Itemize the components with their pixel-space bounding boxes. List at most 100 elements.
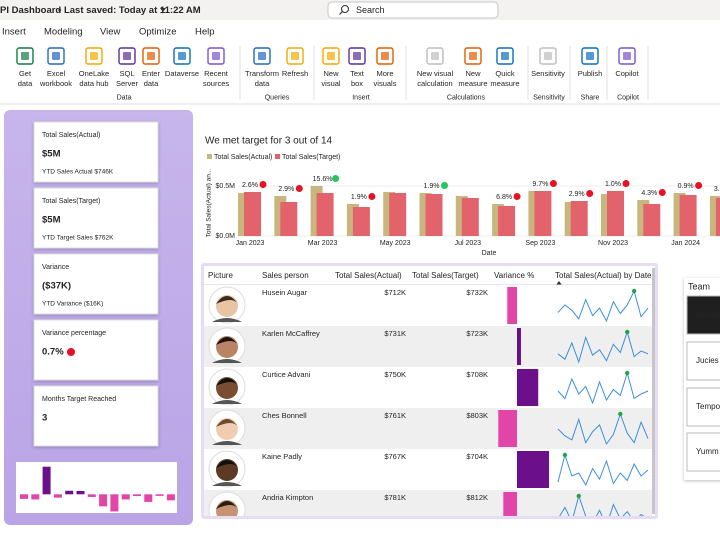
card-value: ($37K) bbox=[42, 281, 71, 292]
slicer-button[interactable] bbox=[686, 295, 720, 335]
variance-bar bbox=[517, 369, 539, 406]
data-label: 4.3% bbox=[641, 190, 657, 197]
card-value: 3 bbox=[42, 413, 47, 424]
button-icon bbox=[123, 52, 131, 60]
sparkline bbox=[557, 412, 649, 446]
card-subtitle: YTD Variance ($16K) bbox=[42, 301, 103, 308]
table-row[interactable]: Husein Augar $712K $732K bbox=[204, 285, 652, 326]
variance-bar bbox=[517, 451, 550, 488]
status-dot bbox=[549, 180, 557, 187]
ribbon-button[interactable]: Publish bbox=[578, 47, 603, 78]
strip-bar bbox=[155, 494, 164, 496]
status-dot bbox=[658, 189, 666, 196]
slicer-item[interactable]: Jucies bbox=[686, 341, 720, 381]
slicer-title: Team bbox=[688, 281, 710, 291]
status-dot bbox=[332, 175, 340, 182]
button-icon bbox=[353, 52, 361, 60]
bar bbox=[643, 204, 661, 236]
menu-item[interactable]: Help bbox=[195, 27, 215, 38]
ribbon-button: Sensitivity bbox=[531, 47, 565, 78]
table-row[interactable]: Curtice Advani $750K $708K bbox=[204, 367, 652, 408]
menu-item[interactable]: Optimize bbox=[139, 27, 176, 38]
x-tick-label: Mar 2023 bbox=[308, 240, 338, 247]
actual-sales: $731K bbox=[384, 329, 406, 338]
button-icon bbox=[327, 52, 335, 60]
kpi-card: Months Target Reached 3 bbox=[33, 385, 159, 447]
search-placeholder: Search bbox=[356, 5, 385, 15]
button-icon bbox=[147, 52, 155, 60]
button-label: data bbox=[18, 79, 33, 88]
avatar-shoulders bbox=[212, 441, 242, 445]
kpi-card: Total Sales(Actual) $5M YTD Sales Actual $… bbox=[33, 121, 159, 183]
slicer-button[interactable] bbox=[686, 432, 720, 472]
actual-sales: $781K bbox=[384, 493, 406, 502]
avatar-shoulders bbox=[212, 359, 242, 363]
card-label: Total Sales(Actual) bbox=[42, 132, 100, 139]
menu-item[interactable]: Insert bbox=[2, 27, 26, 38]
table-body: Husein Augar $712K $732K Karlen McCaffrey $7… bbox=[204, 285, 652, 531]
button-label: Quick bbox=[495, 69, 514, 78]
menu-item[interactable]: Modeling bbox=[44, 27, 83, 38]
slicer-item-label: Jucies bbox=[696, 356, 719, 365]
button-icon bbox=[381, 52, 389, 60]
column-header: Total Sales(Actual) bbox=[335, 271, 402, 280]
data-label: 9.7% bbox=[532, 181, 548, 188]
slicer-button[interactable] bbox=[686, 341, 720, 381]
strip-bar bbox=[144, 494, 153, 502]
avatar-hair bbox=[216, 378, 238, 386]
avatar-shoulders bbox=[212, 400, 242, 404]
ribbon-button[interactable]: Dataverse bbox=[165, 47, 199, 78]
button-icon bbox=[178, 52, 186, 60]
table-row[interactable]: Ches Bonnell $761K $803K bbox=[204, 408, 652, 449]
bar bbox=[244, 192, 261, 236]
row-background bbox=[204, 367, 652, 408]
sales-person: Karlen McCaffrey bbox=[262, 329, 320, 338]
ribbon-group-label: Insert bbox=[352, 94, 370, 101]
avatar-hair bbox=[216, 501, 238, 509]
slicer-item[interactable]: Yumm bbox=[686, 432, 720, 472]
ribbon-group-label: Copilot bbox=[617, 94, 639, 101]
button-label: visuals bbox=[374, 79, 397, 88]
card-label: Variance bbox=[42, 264, 69, 271]
search-field[interactable] bbox=[327, 1, 499, 19]
menu-item[interactable]: View bbox=[100, 27, 121, 38]
button-label: measure bbox=[490, 79, 519, 88]
search-box[interactable]: Search bbox=[327, 1, 499, 19]
slicer-button[interactable] bbox=[686, 387, 720, 427]
variance-bar bbox=[498, 410, 517, 447]
actual-sales: $712K bbox=[384, 288, 406, 297]
legend-swatch bbox=[207, 154, 212, 159]
button-icon bbox=[21, 52, 29, 60]
button-label: Text bbox=[350, 69, 365, 78]
button-label: Refresh bbox=[282, 69, 308, 78]
scrollbar[interactable] bbox=[652, 268, 655, 514]
chart-title: We met target for 3 out of 14 bbox=[205, 136, 333, 147]
legend-label: Total Sales(Actual) bbox=[214, 154, 272, 161]
status-dot bbox=[622, 180, 630, 187]
ribbon-button[interactable]: Copilot bbox=[615, 47, 640, 78]
slicer-item[interactable]: Tempo bbox=[686, 387, 720, 427]
card-subtitle: YTD Target Sales $762K bbox=[42, 235, 114, 242]
column-header: Variance % bbox=[494, 271, 534, 280]
table-row[interactable]: Andria Kimpton $781K $812K bbox=[204, 490, 652, 531]
ribbon-button[interactable]: Refresh bbox=[282, 47, 308, 78]
slicer-item[interactable]: Delish bbox=[686, 295, 720, 335]
ribbon-group-label: Share bbox=[581, 94, 600, 101]
variance-bar bbox=[507, 287, 517, 324]
bar bbox=[679, 195, 697, 236]
table-row[interactable]: Kaine Padly $767K $704K bbox=[204, 449, 652, 490]
status-dot bbox=[67, 348, 75, 356]
table-row[interactable]: Karlen McCaffrey $731K $723K bbox=[204, 326, 652, 367]
